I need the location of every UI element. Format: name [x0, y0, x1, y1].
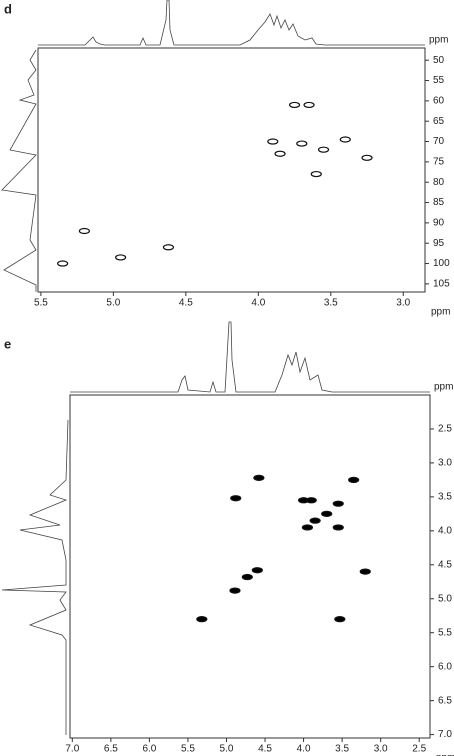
- cross-peak: [274, 150, 286, 157]
- cross-peak: [310, 170, 322, 178]
- y-axis-label: ppm: [429, 35, 448, 46]
- x-tick-label: 6.5: [104, 744, 118, 755]
- y-tick-label: 100: [433, 258, 450, 269]
- cross-peak: [230, 495, 242, 502]
- plot-frame: [69, 394, 431, 739]
- y-axis-label: ppm: [434, 382, 453, 393]
- x-tick-label: 4.5: [179, 298, 193, 309]
- plot-frame: [37, 47, 426, 293]
- y-tick-label: 95: [433, 238, 445, 249]
- y-tick-label: 90: [433, 218, 445, 229]
- projection-spectrum: [1, 419, 69, 735]
- x-tick-label: 3.0: [374, 744, 388, 755]
- x-tick-label: 6.0: [142, 744, 156, 755]
- projection-spectrum: [1, 49, 37, 292]
- cross-peak: [162, 244, 175, 251]
- cross-peak: [251, 567, 263, 574]
- cross-peak: [317, 146, 330, 153]
- x-tick-label: 3.5: [324, 298, 338, 309]
- x-axis-label: ppm: [431, 307, 450, 318]
- x-tick-label: 3.5: [335, 744, 349, 755]
- cross-peak: [301, 524, 314, 531]
- x-tick-label: 5.0: [106, 298, 120, 309]
- cross-peak: [303, 101, 315, 109]
- cross-peak: [321, 510, 333, 517]
- cross-peak: [361, 154, 373, 161]
- y-tick-label: 5.5: [438, 627, 452, 638]
- cross-peak: [241, 573, 253, 581]
- y-tick-label: 105: [433, 279, 450, 290]
- y-tick-label: 60: [433, 96, 445, 107]
- cross-peak: [267, 138, 279, 145]
- y-tick-label: 50: [433, 55, 445, 66]
- y-tick-label: 3.0: [438, 458, 452, 469]
- cross-peak: [253, 474, 265, 481]
- x-tick-label: 5.5: [34, 298, 48, 309]
- y-tick-label: 2.5: [438, 424, 452, 435]
- x-tick-label: 2.5: [412, 744, 426, 755]
- y-tick-label: 75: [433, 157, 445, 168]
- cross-peak: [305, 497, 317, 504]
- y-tick-label: 65: [433, 116, 445, 127]
- cross-peak: [309, 517, 321, 524]
- projection-spectrum: [38, 0, 425, 46]
- y-tick-label: 3.5: [438, 492, 452, 503]
- x-axis-label: ppm: [436, 753, 454, 756]
- x-tick-label: 5.5: [181, 744, 195, 755]
- y-tick-label: 55: [433, 75, 445, 86]
- panel-label: d: [4, 1, 12, 16]
- x-tick-label: 4.0: [297, 744, 311, 755]
- y-tick-label: 4.0: [438, 525, 452, 536]
- cross-peak: [339, 136, 351, 143]
- panel-label: e: [4, 336, 11, 351]
- x-tick-label: 4.0: [251, 298, 265, 309]
- cross-peak: [57, 260, 69, 267]
- x-tick-label: 7.0: [65, 744, 79, 755]
- x-tick-label: 3.0: [396, 298, 410, 309]
- cross-peak: [78, 227, 90, 235]
- cross-peak: [229, 587, 241, 594]
- cross-peak: [359, 568, 371, 575]
- y-tick-label: 4.5: [438, 559, 452, 570]
- cross-peak: [332, 524, 344, 531]
- cross-peak: [196, 616, 208, 623]
- projection-spectrum: [70, 321, 430, 393]
- cross-peak: [348, 476, 360, 484]
- cross-peak: [296, 140, 308, 147]
- x-tick-label: 4.5: [258, 744, 272, 755]
- cross-peak: [288, 101, 301, 109]
- cross-peak: [332, 500, 344, 507]
- y-tick-label: 85: [433, 197, 445, 208]
- y-tick-label: 70: [433, 136, 445, 147]
- y-tick-label: 7.0: [438, 729, 452, 740]
- y-tick-label: 80: [433, 177, 445, 188]
- x-tick-label: 5.0: [220, 744, 234, 755]
- y-tick-label: 6.0: [438, 661, 452, 672]
- y-tick-label: 5.0: [438, 593, 452, 604]
- y-tick-label: 6.5: [438, 695, 452, 706]
- cross-peak: [334, 616, 346, 623]
- cross-peak: [115, 254, 127, 261]
